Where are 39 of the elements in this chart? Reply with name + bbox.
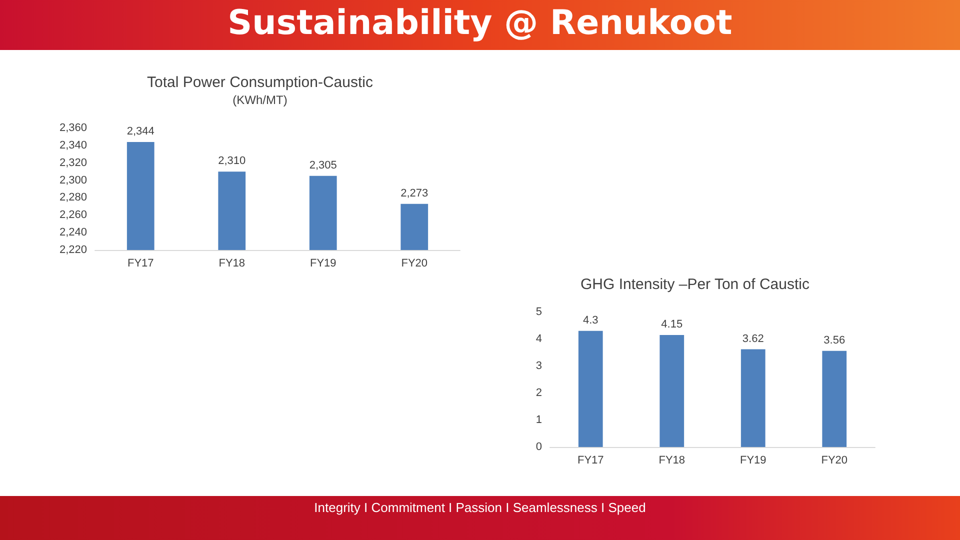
data-label: 2,310 [218, 155, 246, 168]
y-tick-label: 2,340 [59, 139, 87, 152]
x-tick-label: FY18 [218, 258, 246, 270]
y-tick-label: 2,300 [59, 174, 87, 186]
data-label: 2,273 [400, 187, 428, 200]
x-tick-label: FY20 [821, 454, 848, 466]
bar [822, 350, 847, 447]
y-tick-label: 2,260 [59, 209, 87, 222]
y-tick-label: 2,320 [59, 156, 87, 169]
x-tick-label: FY17 [577, 454, 604, 466]
y-tick-label: 2,220 [59, 244, 87, 256]
chart-subtitle: (KWh/MT) [232, 93, 288, 107]
data-label: 4.15 [661, 318, 683, 330]
data-label: 3.62 [742, 332, 764, 345]
data-label: 4.3 [582, 314, 598, 326]
chart-title: Total Power Consumption-Caustic [147, 74, 374, 91]
y-tick-label: 2,280 [59, 192, 87, 204]
y-tick-label: 1 [536, 414, 542, 426]
x-tick-label: FY20 [401, 258, 428, 270]
data-label: 2,305 [309, 159, 337, 172]
chart-title: GHG Intensity –Per Ton of Caustic [580, 276, 810, 293]
bar [740, 349, 766, 447]
y-tick-label: 2,360 [59, 122, 87, 134]
text: Integrity I Commitment I Passion I Seamlessness I Speed [0, 496, 960, 540]
y-tick-label: 0 [536, 441, 542, 453]
bar [660, 334, 684, 447]
x-tick-label: FY17 [127, 258, 154, 270]
text: Sustainability @ Renukoot [0, 0, 960, 50]
x-tick-label: FY19 [740, 454, 766, 466]
bar [578, 330, 603, 447]
y-tick-label: 4 [536, 333, 542, 345]
data-label: 2,344 [126, 125, 154, 138]
y-tick-label: 3 [536, 360, 542, 372]
x-tick-label: FY18 [658, 454, 686, 466]
x-tick-label: FY19 [310, 258, 336, 270]
y-tick-label: 2 [536, 387, 542, 399]
y-tick-label: 5 [536, 306, 542, 318]
y-tick-label: 2,240 [59, 226, 87, 239]
data-label: 3.56 [824, 334, 846, 346]
